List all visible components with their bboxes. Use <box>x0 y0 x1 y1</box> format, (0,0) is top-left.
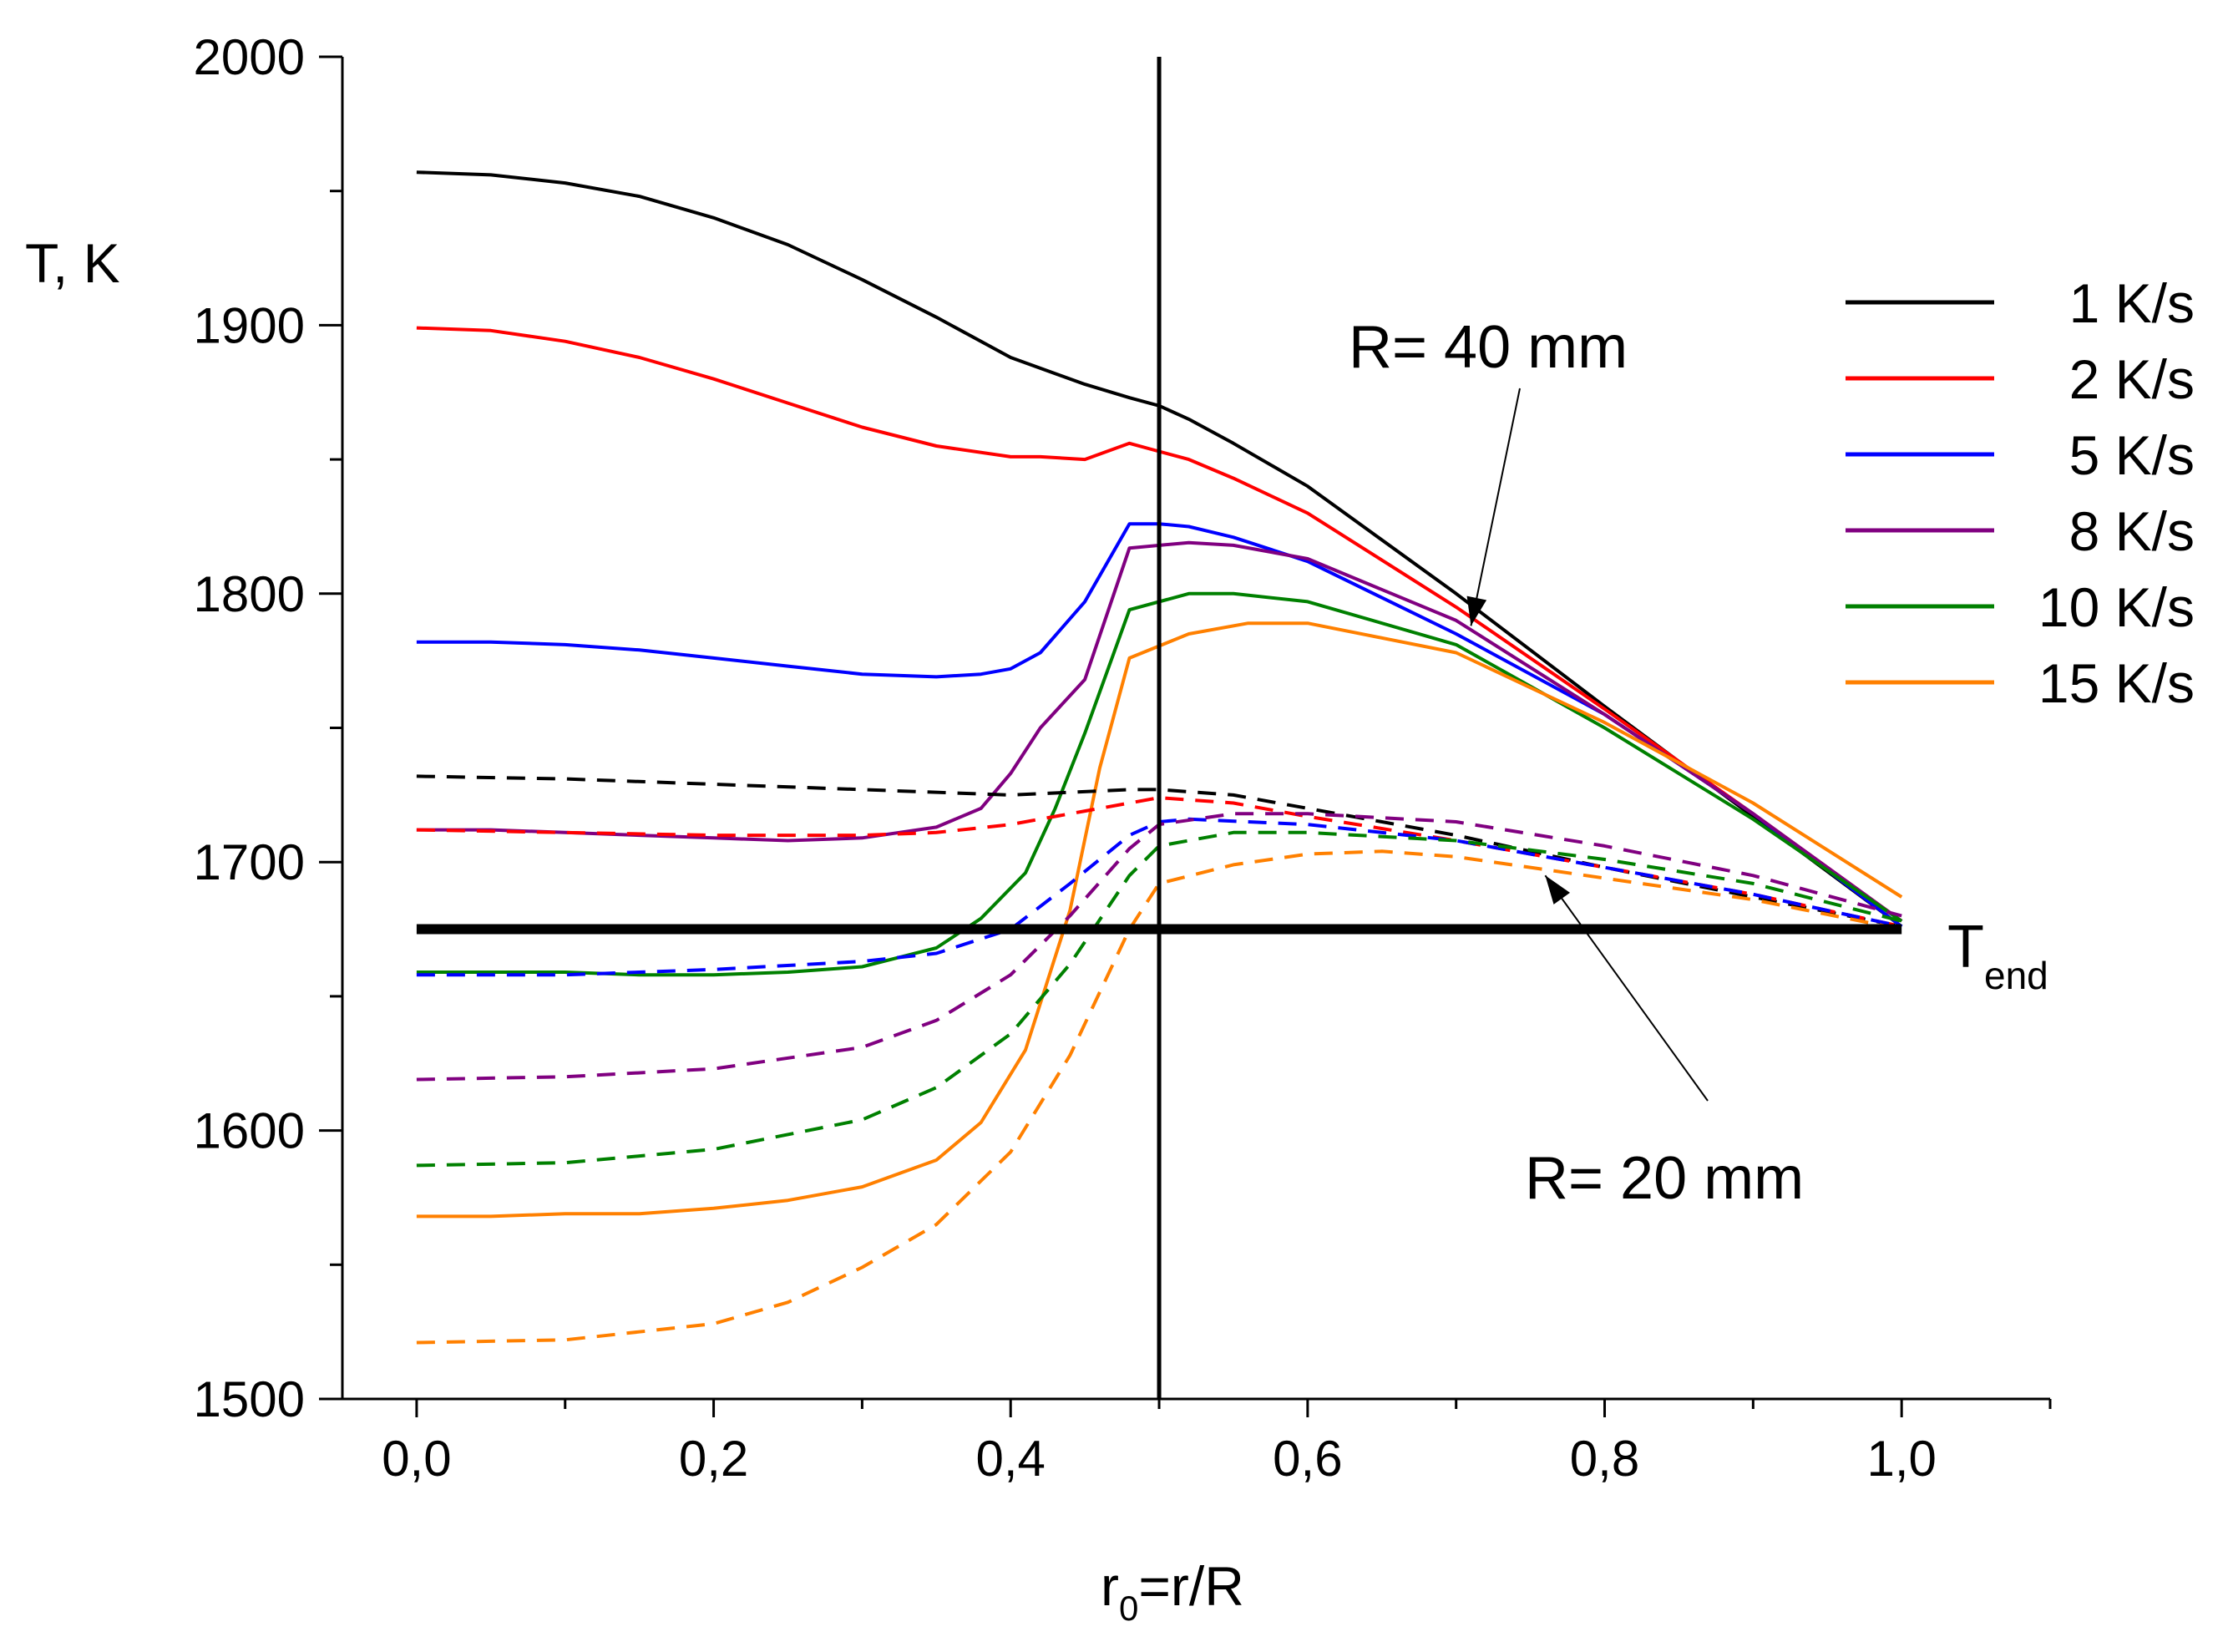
series-line-R40-2ks <box>416 326 1903 923</box>
series-layer <box>416 170 1903 1345</box>
legend: 1 K/s 2 K/s 5 K/s 8 K/s 10 K/s 15 K/s <box>1846 272 2195 714</box>
x-axis-title: r0=r/R <box>1101 1555 1244 1628</box>
legend-label: 2 K/s <box>2069 348 2195 410</box>
y-tick-label: 1600 <box>194 1103 305 1159</box>
y-tick-label: 1900 <box>194 297 305 353</box>
y-tick-label: 1500 <box>194 1371 305 1427</box>
series-line-R40-8ks <box>416 540 1903 923</box>
arrow-r40-shaft <box>1470 388 1521 626</box>
x-tick-label: 0,4 <box>976 1431 1046 1487</box>
series-line-R20-15ks <box>416 849 1902 1345</box>
legend-label: 15 K/s <box>2038 652 2195 714</box>
annotation-r40: R= 40 mm <box>1349 314 1628 381</box>
x-tick-label: 0,6 <box>1273 1431 1342 1487</box>
annotation-r20: R= 20 mm <box>1525 1145 1804 1212</box>
series-line-R40-5ks <box>416 522 1903 928</box>
x-axis-title-rest: =r/R <box>1138 1555 1244 1617</box>
series-line-R40-1ks <box>416 170 1903 928</box>
arrow-r20-shaft <box>1544 874 1709 1102</box>
legend-label: 8 K/s <box>2069 500 2195 562</box>
x-axis-title-sub: 0 <box>1119 1589 1138 1628</box>
series-line-R20-2ks <box>416 796 1902 929</box>
t-end-main: T <box>1947 914 1984 981</box>
legend-label: 5 K/s <box>2069 424 2195 486</box>
x-tick-label: 0,8 <box>1570 1431 1639 1487</box>
arrow-r20-head <box>1545 875 1571 905</box>
legend-label: 10 K/s <box>2038 576 2195 638</box>
y-axis-title: T, K <box>25 232 120 294</box>
t-end-label: Tend <box>1947 914 2048 997</box>
legend-label: 1 K/s <box>2069 272 2195 334</box>
arrow-r40-head <box>1466 595 1487 626</box>
series-line-R20-10ks <box>416 830 1902 1168</box>
y-tick-label: 1700 <box>194 834 305 890</box>
t-end-sub: end <box>1984 954 2048 997</box>
axes-layer: 1500 1600 1700 1800 1900 2000 0,0 0,2 0,4 0,6 0,8 1… <box>194 29 2052 1487</box>
y-tick-label: 2000 <box>194 29 305 85</box>
series-line-R20-5ks <box>416 817 1902 977</box>
x-tick-label: 0,0 <box>382 1431 451 1487</box>
x-axis-title-main: r <box>1101 1555 1119 1617</box>
x-tick-label: 1,0 <box>1866 1431 1936 1487</box>
y-tick-label: 1800 <box>194 566 305 622</box>
overlay-layer <box>416 57 1902 1399</box>
series-line-R40-10ks <box>416 591 1903 977</box>
series-line-R40-15ks <box>416 621 1903 1219</box>
x-tick-label: 0,2 <box>679 1431 748 1487</box>
series-line-R20-8ks <box>416 812 1902 1082</box>
